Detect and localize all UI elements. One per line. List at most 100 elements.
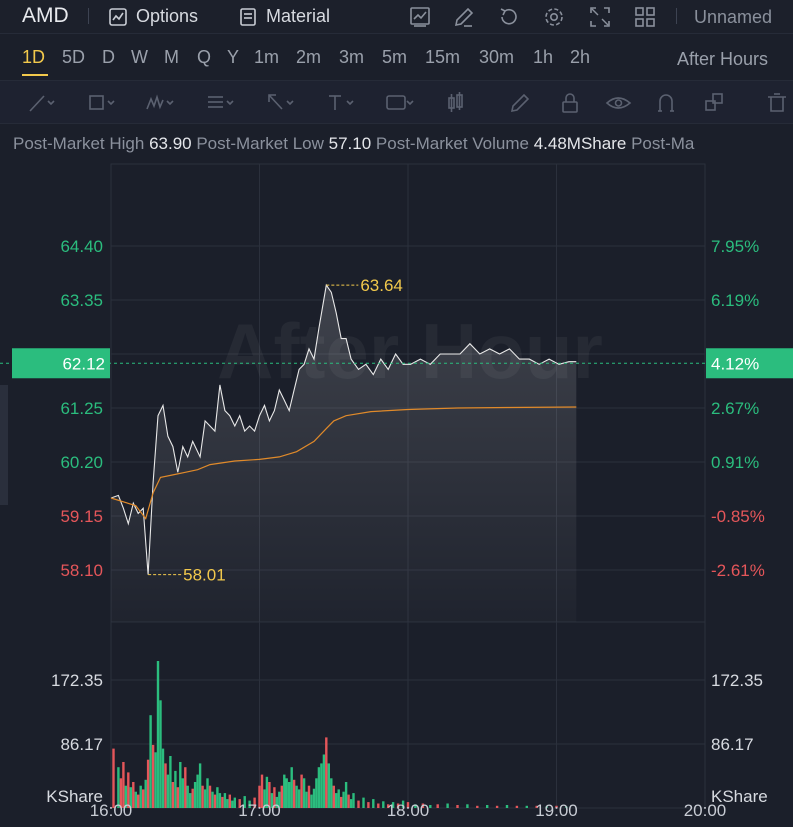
- symbol-label[interactable]: AMD: [22, 4, 69, 27]
- drawing-toolbar: [0, 80, 793, 124]
- active-timeframe-indicator: [22, 74, 48, 76]
- settings-icon[interactable]: [542, 5, 566, 29]
- volume-bar: [134, 791, 137, 808]
- volume-bar: [290, 767, 293, 808]
- timeframe-w[interactable]: W: [131, 47, 148, 67]
- timeframe-m[interactable]: M: [164, 47, 179, 67]
- volume-bar: [206, 778, 209, 808]
- volume-bar: [142, 789, 145, 808]
- volume-bar: [146, 759, 150, 808]
- timeframe-15m[interactable]: 15m: [425, 47, 461, 67]
- volume-bar: [317, 767, 321, 808]
- time-tick-label: 20:00: [684, 801, 727, 820]
- timeframe-bar: After Hours 1D 5D D W M Q Y 1m 2m 3m 5m 15m 30m 1h 2h: [0, 42, 793, 76]
- volume-bar: [278, 791, 281, 808]
- volume-bar: [466, 804, 469, 808]
- volume-bar: [189, 793, 192, 808]
- time-tick-label: 16:00: [90, 801, 133, 820]
- options-button[interactable]: Options: [108, 6, 198, 27]
- time-tick-label: 19:00: [535, 801, 578, 820]
- timeframe-30m[interactable]: 30m: [479, 47, 515, 67]
- volume-bar: [223, 793, 227, 808]
- current-percent-value: 4.12%: [711, 354, 759, 373]
- post-market-low-value: 57.10: [328, 134, 372, 153]
- volume-bar: [325, 737, 328, 808]
- volume-bar: [545, 806, 548, 808]
- arrow-tool-icon[interactable]: [265, 91, 295, 115]
- volume-bar: [151, 744, 155, 808]
- pencil-icon[interactable]: [506, 91, 536, 115]
- volume-bar: [184, 767, 187, 808]
- layout-icon[interactable]: [633, 5, 657, 29]
- volume-bar: [495, 805, 499, 808]
- timeframe-d[interactable]: D: [102, 47, 115, 67]
- volume-bar: [515, 805, 519, 808]
- indicator-icon[interactable]: [408, 5, 432, 29]
- volume-bar: [273, 787, 276, 808]
- volume-bar: [330, 778, 333, 808]
- volume-bar: [270, 793, 274, 808]
- replay-icon[interactable]: [497, 5, 521, 29]
- volume-bar: [312, 788, 316, 808]
- volume-bar: [340, 796, 343, 808]
- text-tool-icon[interactable]: [325, 91, 355, 115]
- volume-bar: [179, 762, 182, 808]
- material-button[interactable]: Material: [238, 6, 330, 27]
- volume-bar: [347, 794, 350, 808]
- timeframe-q[interactable]: Q: [197, 47, 212, 67]
- volume-bar: [156, 661, 160, 808]
- trash-icon[interactable]: [763, 91, 793, 115]
- volume-bar: [288, 782, 291, 808]
- timeframe-1d[interactable]: 1D: [22, 47, 46, 67]
- material-icon: [238, 7, 258, 27]
- fib-tool-icon[interactable]: [205, 91, 235, 115]
- draw-icon[interactable]: [452, 5, 476, 29]
- volume-bar: [295, 785, 298, 808]
- wave-tool-icon[interactable]: [145, 91, 175, 115]
- post-market-high-value: 63.90: [149, 134, 192, 153]
- sidebar-collapse-handle[interactable]: [0, 385, 8, 505]
- volume-bar: [349, 799, 353, 808]
- timeframe-2h[interactable]: 2h: [570, 47, 591, 67]
- candle-tool-icon[interactable]: [445, 91, 475, 115]
- timeframe-1m[interactable]: 1m: [254, 47, 280, 67]
- timeframe-5d[interactable]: 5D: [62, 47, 86, 67]
- eye-icon[interactable]: [604, 91, 634, 115]
- post-market-volume-value: 4.48MShare: [533, 134, 627, 153]
- session-selector[interactable]: After Hours: [677, 49, 769, 69]
- volume-bar: [476, 805, 479, 808]
- volume-bar: [171, 782, 175, 808]
- line-tool-icon[interactable]: [26, 91, 56, 115]
- volume-bar: [337, 789, 340, 808]
- layout-name[interactable]: Unnamed: [694, 7, 773, 27]
- timeframe-1h[interactable]: 1h: [533, 47, 554, 67]
- lock-icon[interactable]: [556, 91, 586, 115]
- rect-tool-icon[interactable]: [86, 91, 116, 115]
- volume-bar: [166, 774, 170, 808]
- volume-bar: [258, 785, 261, 808]
- price-tick-label: 60.20: [60, 453, 103, 472]
- volume-tick-label: 172.35: [51, 671, 103, 690]
- time-tick-label: 17:00: [238, 801, 281, 820]
- fullscreen-icon[interactable]: [588, 5, 612, 29]
- divider: [88, 8, 89, 24]
- volume-bar: [243, 796, 246, 808]
- volume-bar: [176, 787, 179, 808]
- layers-icon[interactable]: [700, 91, 730, 115]
- volume-bar: [218, 793, 222, 808]
- percent-tick-label: 7.95%: [711, 237, 759, 256]
- volume-bar: [446, 803, 449, 808]
- timeframe-2m[interactable]: 2m: [296, 47, 322, 67]
- percent-tick-label: 2.67%: [711, 399, 759, 418]
- magnet-icon[interactable]: [652, 91, 682, 115]
- volume-bar: [565, 806, 568, 808]
- volume-bar: [421, 803, 425, 808]
- volume-bar: [327, 763, 330, 808]
- volume-bar: [260, 774, 264, 808]
- label-tool-icon[interactable]: [385, 91, 415, 115]
- top-toolbar: AMD Options Material Unnamed: [0, 0, 793, 34]
- timeframe-5m[interactable]: 5m: [382, 47, 408, 67]
- timeframe-y[interactable]: Y: [227, 47, 240, 67]
- timeframe-3m[interactable]: 3m: [339, 47, 365, 67]
